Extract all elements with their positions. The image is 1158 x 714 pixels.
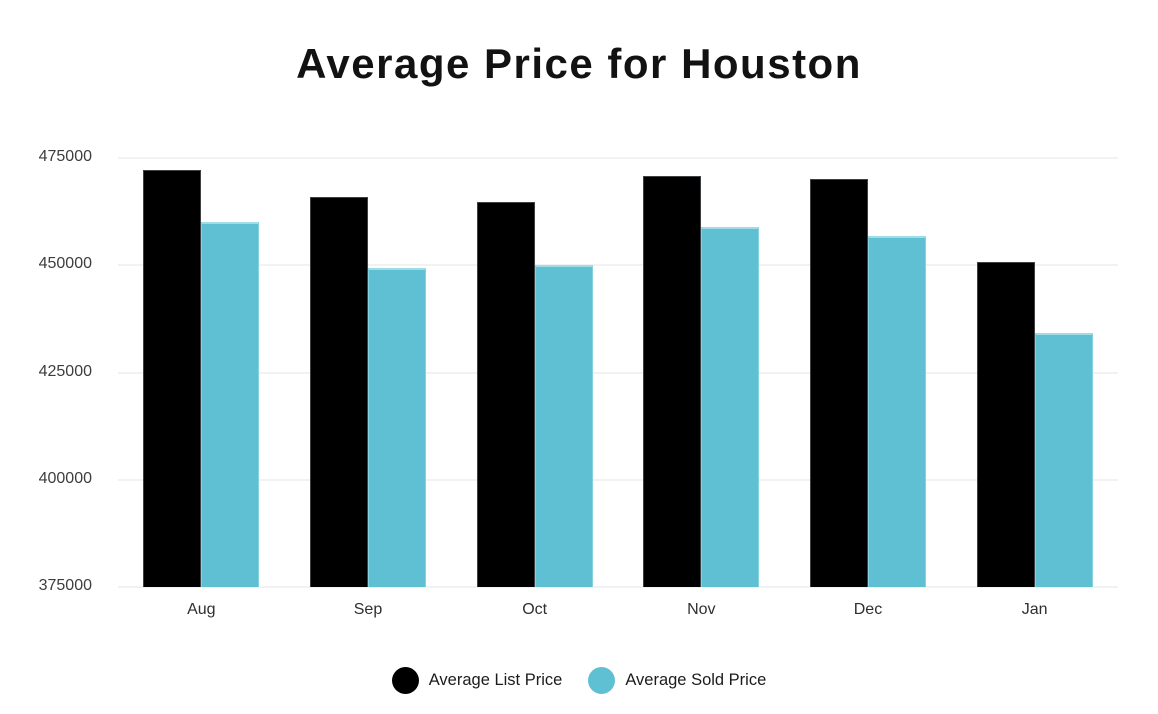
bar-average-list-price-sep [309, 197, 368, 587]
gridline-475000 [118, 157, 1118, 159]
bar-average-list-price-nov [643, 175, 702, 587]
x-tick-label-aug: Aug [187, 601, 216, 618]
y-tick-label-400000: 400000 [38, 469, 92, 487]
gridline-375000 [118, 586, 1118, 588]
x-tick-label-nov: Nov [687, 601, 716, 618]
legend-item-average-sold-price: Average Sold Price [588, 667, 766, 694]
bar-average-sold-price-jan [1034, 333, 1093, 587]
y-tick-label-375000: 375000 [38, 577, 92, 594]
bar-average-sold-price-oct [534, 264, 593, 587]
bar-group-dec [785, 158, 952, 587]
bar-group-oct [451, 158, 618, 587]
gridline-400000 [118, 478, 1118, 481]
legend-label-average-list-price: Average List Price [428, 671, 563, 689]
y-tick-label-475000: 475000 [38, 148, 92, 165]
x-tick-label-dec: Dec [853, 601, 883, 618]
bar-group-sep [285, 158, 452, 587]
bar-average-list-price-jan [976, 261, 1035, 587]
bar-average-sold-price-dec [867, 235, 926, 587]
legend-label-average-sold-price: Average Sold Price [625, 671, 767, 689]
bar-groups [118, 158, 1118, 587]
legend: Average List Price Average Sold Price [0, 667, 1158, 694]
bar-average-list-price-oct [476, 201, 535, 587]
gridline-450000 [118, 264, 1118, 267]
chart-title: Average Price for Houston [296, 40, 862, 87]
y-tick-label-450000: 450000 [38, 255, 92, 273]
legend-item-average-list-price: Average List Price [391, 667, 563, 694]
bar-group-nov [618, 158, 785, 587]
bar-group-aug [118, 158, 285, 587]
x-tick-label-sep: Sep [353, 601, 383, 618]
y-tick-label-425000: 425000 [38, 362, 92, 380]
legend-swatch-average-list-price [391, 667, 419, 694]
legend-swatch-average-sold-price [588, 667, 616, 694]
gridlines [118, 157, 1118, 588]
x-tick-label-oct: Oct [522, 601, 548, 618]
bar-average-list-price-aug [143, 169, 202, 587]
bar-group-jan [951, 158, 1118, 587]
gridline-425000 [118, 371, 1118, 374]
x-tick-label-jan: Jan [1021, 601, 1048, 618]
plot-area [118, 157, 1118, 588]
bar-average-sold-price-aug [201, 221, 260, 587]
bar-average-list-price-dec [809, 178, 868, 587]
bar-average-sold-price-nov [701, 226, 760, 587]
bar-average-sold-price-sep [367, 267, 426, 587]
